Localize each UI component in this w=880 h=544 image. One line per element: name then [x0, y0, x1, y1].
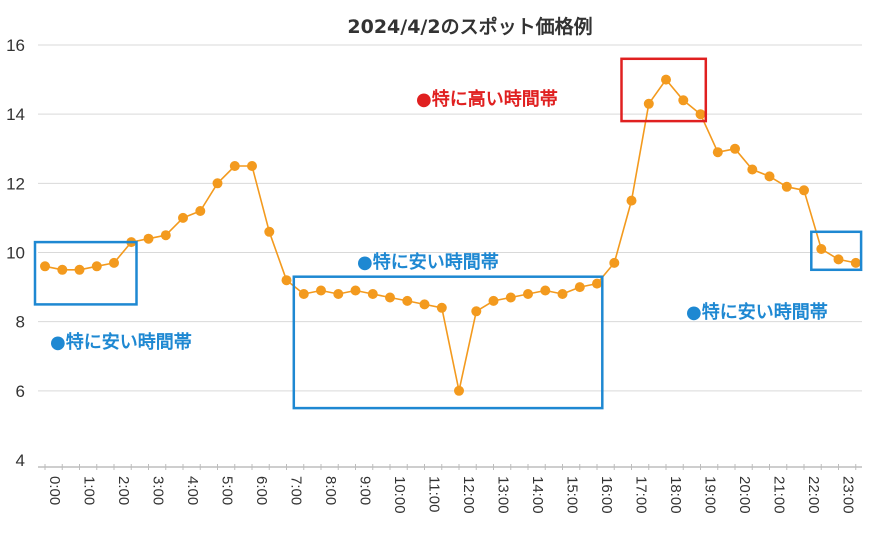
x-tick-label: 8:00: [322, 476, 339, 505]
y-tick-label: 14: [6, 105, 25, 124]
data-point: [609, 257, 620, 268]
data-point: [781, 181, 792, 192]
annotation-box: [292, 275, 604, 410]
x-tick-label: 18:00: [667, 476, 684, 514]
data-point: [816, 244, 827, 254]
y-axis-ticks: 4 6 8 10 12 14 16: [6, 36, 25, 470]
data-point: [419, 299, 430, 310]
data-point: [574, 282, 585, 293]
data-point: [40, 261, 50, 272]
data-point: [488, 295, 499, 306]
y-tick-label: 8: [16, 313, 25, 332]
data-point: [505, 292, 516, 303]
y-tick-label: 12: [6, 174, 25, 193]
annotation-label: ●特に安い時間帯: [357, 251, 499, 273]
x-tick-label: 16:00: [598, 476, 615, 514]
x-tick-label: 3:00: [150, 476, 167, 505]
data-point: [730, 143, 740, 154]
x-axis: 0:00 1:00 2:00 3:00 4:00 5:00 6:00 7:00 8:00 9:00…: [38, 464, 862, 514]
data-point: [678, 95, 689, 106]
data-point: [367, 289, 378, 299]
data-point: [74, 264, 85, 275]
data-point: [833, 254, 844, 265]
data-point: [91, 261, 102, 272]
y-tick-label: 6: [16, 382, 25, 401]
x-tick-label: 11:00: [426, 476, 443, 512]
x-tick-label: 0:00: [46, 476, 63, 505]
data-point: [57, 264, 68, 275]
data-point: [160, 230, 171, 241]
annotation-label: ●特に安い時間帯: [50, 331, 192, 353]
data-point: [850, 257, 861, 268]
data-point: [592, 278, 602, 289]
data-point: [764, 171, 775, 182]
annotation-label: ●特に安い時間帯: [686, 301, 828, 323]
data-point: [799, 185, 809, 196]
data-point: [143, 233, 154, 244]
x-tick-label: 5:00: [219, 476, 236, 505]
chart-title: 2024/4/2のスポット価格例: [347, 15, 592, 38]
data-point: [402, 295, 413, 306]
x-tick-label: 21:00: [771, 476, 788, 514]
annotation-layer: ●特に安い時間帯 ●特に安い時間帯 ●特に高い時間帯 ●特に安い時間帯: [33, 57, 863, 410]
x-tick-label: 20:00: [736, 476, 753, 514]
data-point: [385, 292, 395, 303]
x-tick-label: 9:00: [357, 476, 374, 505]
data-point: [229, 161, 240, 171]
x-tick-label: 13:00: [495, 476, 512, 514]
x-tick-label: 23:00: [840, 476, 857, 514]
annotation-box: [810, 230, 863, 272]
data-point: [333, 289, 344, 299]
data-point: [626, 195, 637, 206]
data-point: [298, 289, 309, 299]
x-tick-label: 2:00: [115, 476, 132, 505]
x-tick-label: 22:00: [805, 476, 822, 514]
data-point: [195, 206, 206, 216]
data-point: [454, 385, 464, 396]
data-point: [661, 74, 671, 85]
y-tick-label: 16: [6, 36, 25, 55]
data-point: [747, 164, 758, 175]
data-point: [212, 178, 223, 189]
data-point: [109, 257, 119, 268]
x-tick-label: 12:00: [460, 476, 477, 514]
x-tick-label: 17:00: [633, 476, 650, 514]
data-point: [540, 285, 551, 296]
grid-lines: [38, 44, 862, 392]
data-point: [643, 98, 654, 109]
x-tick-label: 19:00: [702, 476, 719, 514]
data-point: [350, 285, 361, 296]
y-tick-label: 10: [6, 244, 25, 263]
data-point: [281, 275, 292, 286]
data-point: [178, 212, 188, 223]
data-point: [523, 289, 533, 299]
x-tick-label: 7:00: [288, 476, 305, 505]
annotation-box: [33, 240, 138, 306]
x-tick-label: 4:00: [184, 476, 201, 505]
series-layer: [40, 74, 861, 396]
data-point: [557, 289, 568, 299]
x-tick-label: 1:00: [81, 476, 98, 505]
data-point: [247, 161, 257, 171]
data-point: [436, 302, 447, 313]
data-point: [264, 226, 275, 237]
data-point: [712, 147, 723, 158]
x-tick-label: 10:00: [391, 476, 408, 514]
y-tick-label: 4: [16, 451, 25, 470]
x-tick-label: 15:00: [564, 476, 581, 514]
data-point: [316, 285, 326, 296]
x-tick-label: 14:00: [529, 476, 546, 514]
annotation-label: ●特に高い時間帯: [416, 88, 558, 110]
annotation-box: [620, 57, 708, 123]
x-tick-label: 6:00: [253, 476, 270, 505]
data-point: [695, 109, 706, 120]
data-point: [471, 306, 482, 317]
